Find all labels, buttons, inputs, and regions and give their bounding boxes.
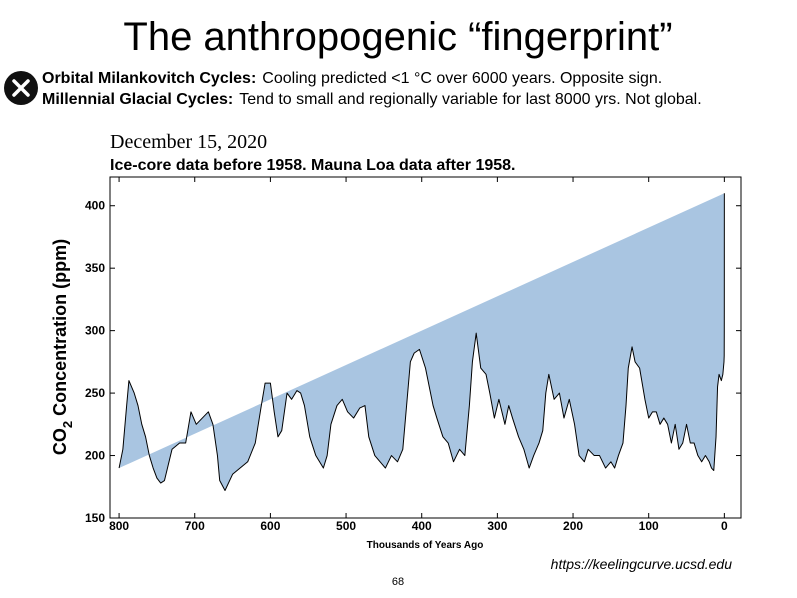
x-tick-label: 200	[563, 519, 583, 533]
slide-title: The anthropogenic “fingerprint”	[123, 15, 672, 59]
y-tick-label: 400	[85, 199, 105, 213]
point-text: Cooling predicted <1 °C over 6000 years.…	[262, 70, 662, 87]
x-axis-label: Thousands of Years Ago	[367, 540, 484, 551]
page-number: 68	[392, 576, 404, 588]
x-tick-label: 0	[721, 519, 728, 533]
x-tick-label: 300	[487, 519, 507, 533]
x-tick-label: 700	[185, 519, 205, 533]
y-tick-label: 350	[85, 261, 105, 275]
reject-icon	[4, 71, 38, 105]
chart-title: Ice-core data before 1958. Mauna Loa dat…	[110, 157, 516, 174]
y-tick-label: 150	[85, 511, 105, 525]
y-label-main: CO	[50, 428, 70, 455]
x-tick-label: 600	[260, 519, 280, 533]
x-tick-label: 500	[336, 519, 356, 533]
point-line: Millennial Glacial Cycles: Tend to small …	[42, 91, 702, 108]
y-tick-label: 200	[85, 449, 105, 463]
plot-frame	[109, 176, 742, 519]
chart-date: December 15, 2020	[110, 131, 267, 153]
y-tick-label: 250	[85, 386, 105, 400]
area-fill	[119, 193, 725, 491]
point-label: Millennial Glacial Cycles:	[42, 91, 233, 108]
y-label-rest: Concentration (ppm)	[50, 239, 70, 416]
x-tick-label: 800	[109, 519, 129, 533]
x-tick-label: 100	[639, 519, 659, 533]
y-tick-label: 300	[85, 324, 105, 338]
y-label-sub: 2	[60, 421, 75, 428]
y-axis-label: CO2 Concentration (ppm)	[50, 239, 75, 455]
point-text: Tend to small and regionally variable fo…	[239, 91, 701, 108]
area-line	[118, 193, 725, 492]
source: https://keelingcurve.ucsd.edu	[551, 556, 733, 572]
x-tick-label: 400	[412, 519, 432, 533]
point-label: Orbital Milankovitch Cycles:	[42, 70, 256, 87]
point-line: Orbital Milankovitch Cycles: Cooling pred…	[42, 70, 662, 87]
